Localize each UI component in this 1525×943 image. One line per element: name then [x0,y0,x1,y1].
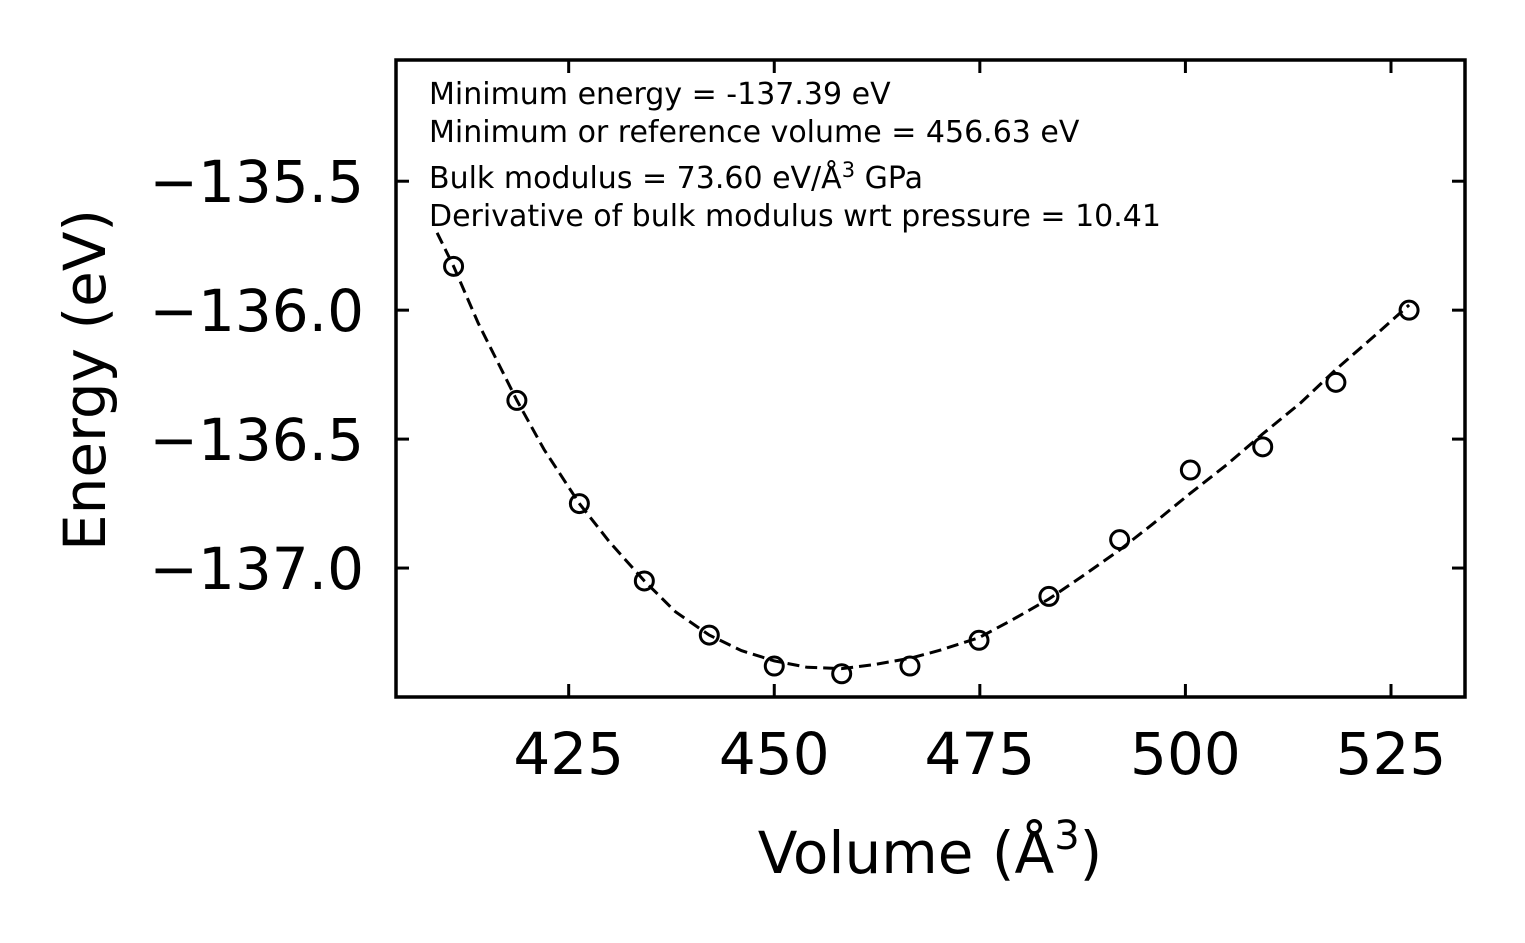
plot-frame [394,58,1467,699]
annotation-bulk-modulus: Bulk modulus = 73.60 eV/Å3 GPa [429,158,923,196]
data-point [899,655,921,677]
y-tick-label: −135.5 [149,148,364,216]
annotation-min-energy: Minimum energy = -137.39 eV [429,77,891,112]
x-tick-label: 450 [719,720,830,788]
annotation-bulk-modulus-unit: GPa [855,161,923,196]
data-point [506,389,528,411]
x-axis-label-end: ) [1080,819,1103,887]
data-point [633,570,655,592]
x-axis-label-main: Volume (Å [758,818,1055,887]
data-point [1325,371,1347,393]
data-point [1398,299,1420,321]
data-point [763,655,785,677]
x-tick-label: 475 [924,720,1035,788]
y-tick-label: −136.0 [149,277,364,345]
fit-layer [435,232,1411,671]
annotation-bulk-modulus-main: Bulk modulus = 73.60 eV/Å [429,160,842,196]
data-point [1038,585,1060,607]
x-axis-label: Volume (Å3) [758,813,1103,887]
annotation-bulk-modulus-sup: 3 [842,158,855,182]
points-layer [443,255,1420,685]
x-tick-label: 425 [513,720,624,788]
fit-curve [435,232,1411,671]
data-point [568,493,590,515]
data-point [1179,459,1201,481]
y-tick-label: −137.0 [149,535,364,603]
data-point [443,255,465,277]
y-axis-label: Energy (eV) [51,209,119,551]
x-tick-label: 525 [1336,720,1447,788]
data-point [698,624,720,646]
annotation-bulk-modulus-derivative: Derivative of bulk modulus wrt pressure … [429,199,1161,234]
data-point [1109,529,1131,551]
data-point [1252,436,1274,458]
x-tick-label: 500 [1130,720,1241,788]
annotation-box: Minimum energy = -137.39 eV Minimum or r… [429,77,1161,234]
ticks-layer: 425 450 475 500 525 −137.0 −136.5 −136.0 −135.5 [149,60,1465,788]
annotation-min-volume: Minimum or reference volume = 456.63 eV [429,115,1080,150]
x-axis-label-sup: 3 [1054,813,1079,859]
data-point [968,629,990,651]
data-point [831,663,853,685]
y-tick-label: −136.5 [149,406,364,474]
